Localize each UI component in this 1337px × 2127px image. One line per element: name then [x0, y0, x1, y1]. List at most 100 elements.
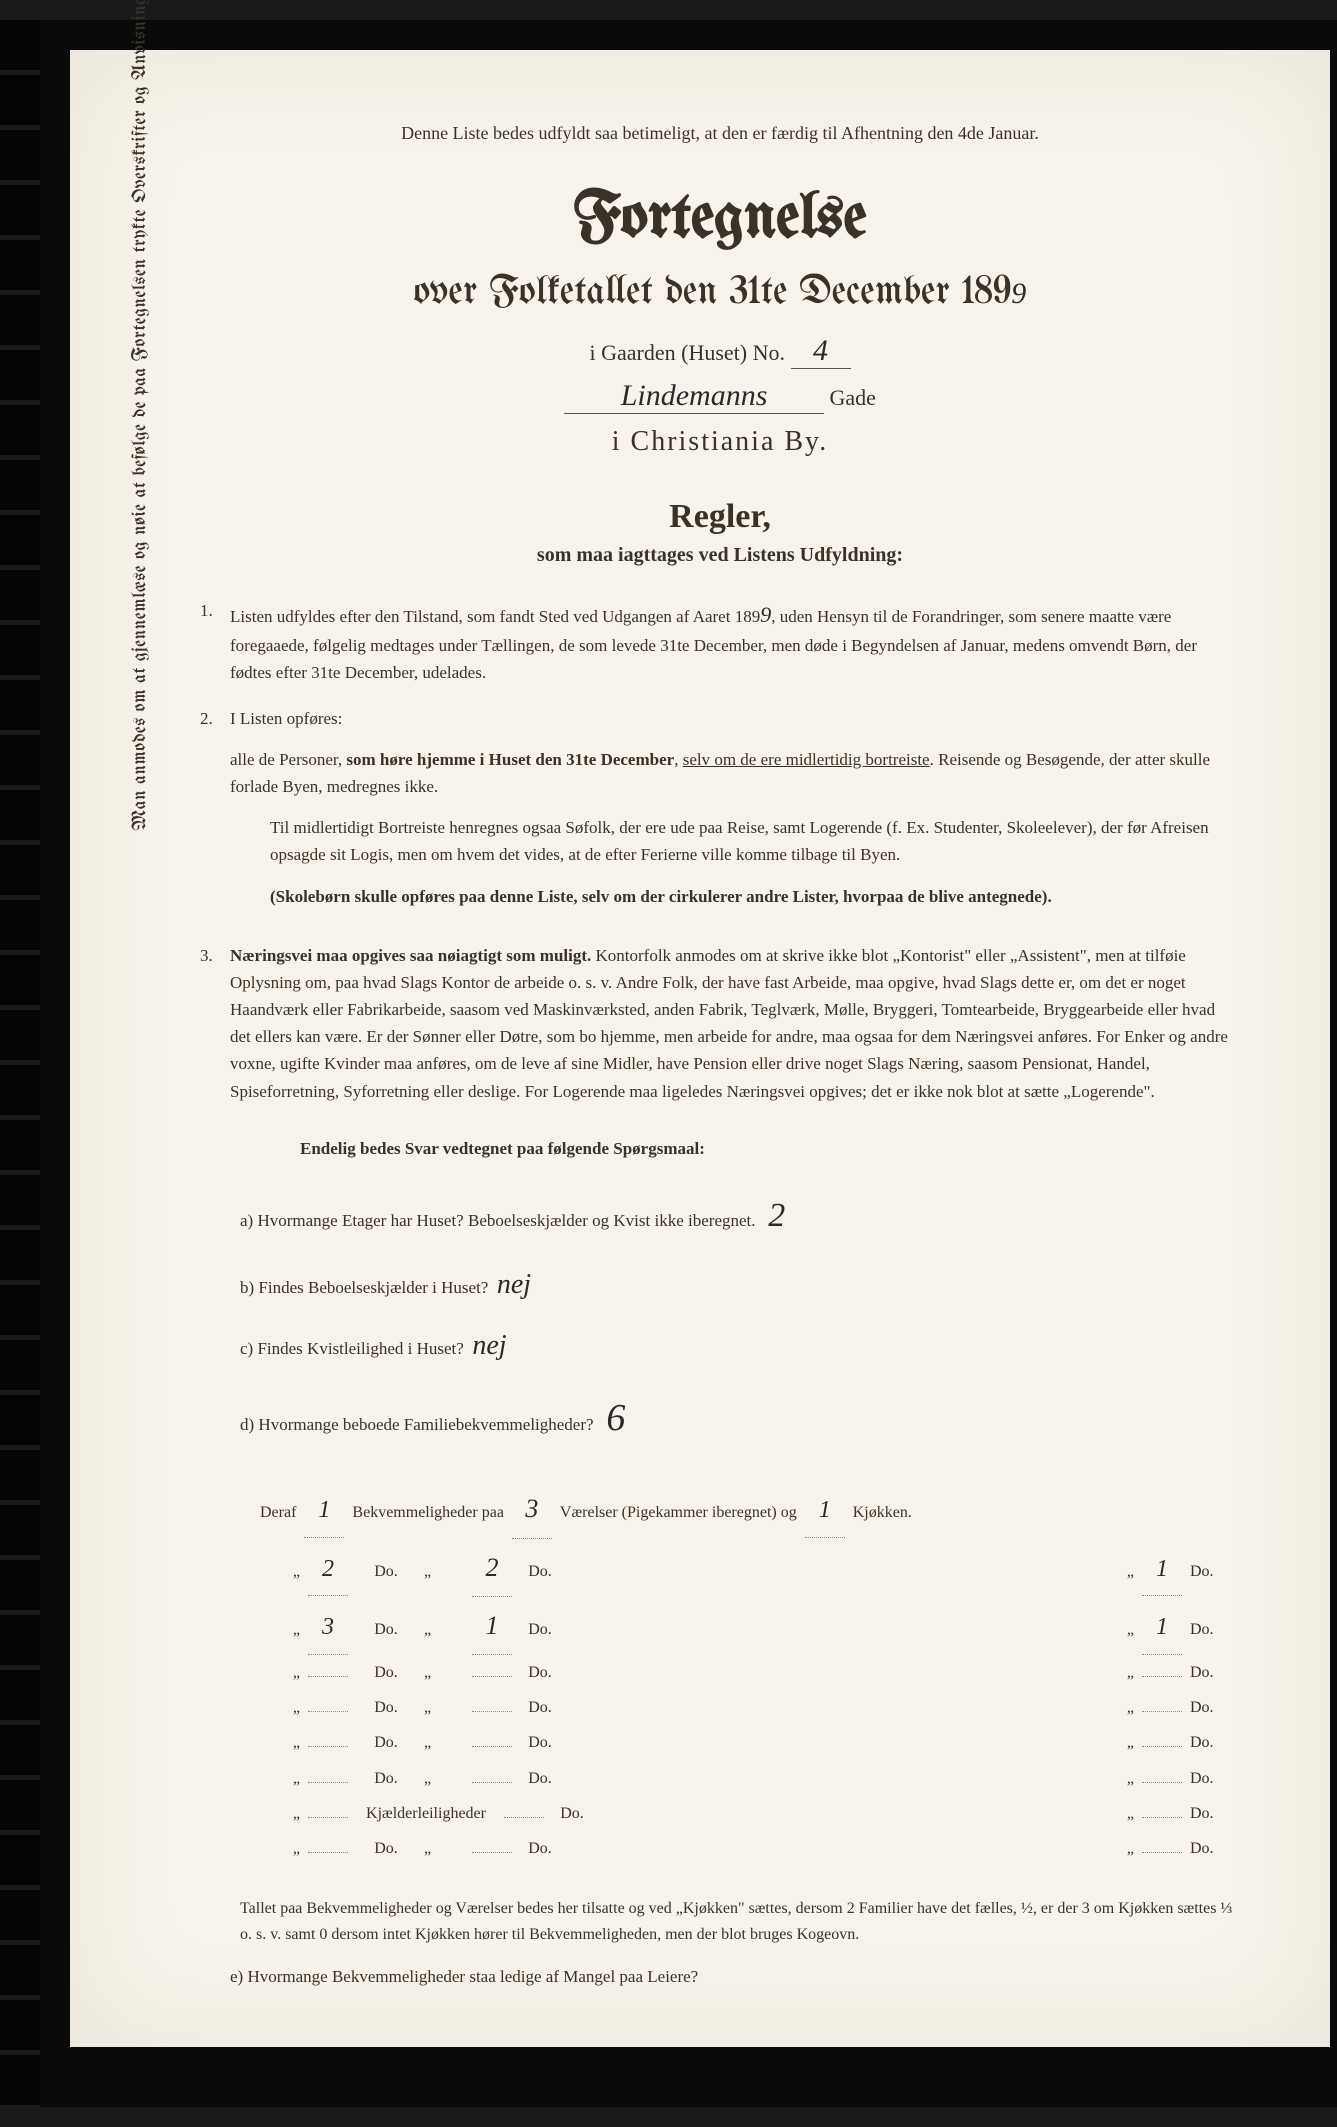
rules-title: Regler,	[200, 498, 1240, 536]
rule-number: 1.	[200, 597, 230, 687]
dwelling-table: Deraf 1 Bekvemmeligheder paa 3 Værelser …	[200, 1480, 1240, 1866]
street-name: Lindemanns	[564, 379, 824, 414]
do-label: Do.	[520, 1655, 560, 1690]
do-label: Do.	[1190, 1690, 1240, 1725]
rule-1: 1. Listen udfyldes efter den Tilstand, s…	[200, 597, 1240, 687]
main-title: Fortegnelse	[200, 187, 1240, 253]
row5-count	[308, 1746, 348, 1747]
th-kjok: Kjøkken.	[853, 1495, 912, 1530]
question-c-text: c) Findes Kvistleilighed i Huset?	[240, 1339, 464, 1358]
row4-count	[308, 1711, 348, 1712]
question-c: c) Findes Kvistleilighed i Huset? nej	[240, 1315, 1240, 1377]
question-c-answer: nej	[472, 1330, 506, 1361]
question-b-answer: nej	[497, 1269, 531, 1300]
table-row: „ 3 Do. „ 1 Do. „ 1 Do.	[260, 1597, 1240, 1655]
row4-vaer	[472, 1711, 512, 1712]
do-label: Do.	[1190, 1655, 1240, 1690]
rule-2-head: I Listen opføres:	[230, 705, 1240, 732]
row0-count: 1	[304, 1484, 344, 1538]
rule-2-a: alle de Personer, som høre hjemme i Huse…	[230, 746, 1240, 800]
table-row: „ Do. „ Do. „ Do.	[260, 1761, 1240, 1796]
rule-number: 3.	[200, 942, 230, 1119]
question-d-text: d) Hvormange beboede Familiebekvemmeligh…	[240, 1415, 594, 1434]
gaard-label: i Gaarden (Huset) No.	[590, 340, 786, 365]
do-label: Do.	[520, 1725, 560, 1760]
question-d-answer: 6	[606, 1397, 625, 1439]
house-number-value: 4	[791, 334, 851, 369]
question-d: d) Hvormange beboede Familiebekvemmeligh…	[240, 1377, 1240, 1461]
kjelder-label: Kjælderleiligheder	[356, 1796, 496, 1831]
do-label: Do.	[356, 1554, 416, 1589]
do-label: Do.	[356, 1761, 416, 1796]
scan-frame: Man anmodes om at gjennemlæse og nøie at…	[0, 20, 1337, 2107]
table-row: „ Do. „ Do. „ Do.	[260, 1690, 1240, 1725]
question-a-answer: 2	[768, 1197, 785, 1234]
row5-kjok	[1142, 1746, 1182, 1747]
rule-3: 3. Næringsvei maa opgives saa nøiagtigt …	[200, 942, 1240, 1119]
rule-number: 2.	[200, 705, 230, 924]
kjelder-vaer	[504, 1817, 544, 1818]
rule-1-text-a: Listen udfyldes efter den Tilstand, som …	[230, 607, 760, 626]
last-count	[308, 1852, 348, 1853]
row2-kjok: 1	[1142, 1601, 1182, 1655]
do-label: Do.	[356, 1831, 416, 1866]
row3-vaer	[472, 1676, 512, 1677]
last-kjok	[1142, 1852, 1182, 1853]
table-row: „ 2 Do. „ 2 Do. „ 1 Do.	[260, 1539, 1240, 1597]
subtitle-text: over Folketallet den 31te December 189	[414, 273, 1012, 314]
th-bek: Bekvemmeligheder paa	[352, 1495, 504, 1530]
do-label: Do.	[1190, 1725, 1240, 1760]
do-label: Do.	[1190, 1761, 1240, 1796]
row1-kjok: 1	[1142, 1543, 1182, 1597]
rule-2: 2. I Listen opføres: alle de Personer, s…	[200, 705, 1240, 924]
row1-vaer: 2	[472, 1539, 512, 1597]
last-vaer	[472, 1852, 512, 1853]
do-label: Do.	[552, 1796, 592, 1831]
question-a-text: a) Hvormange Etager har Huset? Beboelses…	[240, 1211, 756, 1230]
row6-kjok	[1142, 1782, 1182, 1783]
table-row-kjelder: „ Kjælderleiligheder Do. „ Do.	[260, 1796, 1240, 1831]
rule-1-year: 9	[760, 602, 771, 627]
table-header-row: Deraf 1 Bekvemmeligheder paa 3 Værelser …	[260, 1480, 1240, 1538]
street-suffix: Gade	[830, 385, 876, 410]
row0-vaer: 3	[512, 1480, 552, 1538]
rule-3-body: Næringsvei maa opgives saa nøiagtigt som…	[230, 942, 1240, 1119]
do-label: Do.	[356, 1655, 416, 1690]
rule-3-text: Næringsvei maa opgives saa nøiagtigt som…	[230, 942, 1240, 1105]
city-line: i Christiania By.	[200, 426, 1240, 458]
kjelder-count	[308, 1817, 348, 1818]
do-label: Do.	[1190, 1796, 1240, 1831]
row3-count	[308, 1676, 348, 1677]
do-label: Do.	[520, 1690, 560, 1725]
questions-block: a) Hvormange Etager har Huset? Beboelses…	[200, 1179, 1240, 1461]
th-vaer: Værelser (Pigekammer iberegnet) og	[560, 1495, 797, 1530]
rule-2-body: I Listen opføres: alle de Personer, som …	[230, 705, 1240, 924]
sidebar-vertical-text: Man anmodes om at gjennemlæse og nøie at…	[130, 0, 150, 831]
do-label: Do.	[520, 1761, 560, 1796]
question-b-text: b) Findes Beboelseskjælder i Huset?	[240, 1278, 488, 1297]
do-label: Do.	[356, 1612, 416, 1647]
house-number-line: i Gaarden (Huset) No. 4	[200, 334, 1240, 369]
row6-vaer	[472, 1782, 512, 1783]
question-e: e) Hvormange Bekvemmeligheder staa ledig…	[200, 1967, 1240, 1987]
rule-1-body: Listen udfyldes efter den Tilstand, som …	[230, 597, 1240, 687]
do-label: Do.	[356, 1725, 416, 1760]
do-label: Do.	[1190, 1612, 1240, 1647]
do-label: Do.	[1190, 1554, 1240, 1589]
table-row: „ Do. „ Do. „ Do.	[260, 1655, 1240, 1690]
kjelder-kjok	[1142, 1817, 1182, 1818]
table-row: „ Do. „ Do. „ Do.	[260, 1831, 1240, 1866]
row2-count: 3	[308, 1601, 348, 1655]
document-page: Man anmodes om at gjennemlæse og nøie at…	[70, 50, 1330, 2047]
row1-count: 2	[308, 1543, 348, 1597]
rules-subtitle: som maa iagttages ved Listens Udfyldning…	[200, 544, 1240, 567]
row6-count	[308, 1782, 348, 1783]
rules-list: 1. Listen udfyldes efter den Tilstand, s…	[200, 597, 1240, 1119]
do-label: Do.	[520, 1831, 560, 1866]
row5-vaer	[472, 1746, 512, 1747]
rule-2-b: Til midlertidigt Bortreiste henregnes og…	[230, 814, 1240, 868]
question-b: b) Findes Beboelseskjælder i Huset? nej	[240, 1254, 1240, 1316]
do-label: Do.	[356, 1690, 416, 1725]
row4-kjok	[1142, 1711, 1182, 1712]
question-a: a) Hvormange Etager har Huset? Beboelses…	[240, 1179, 1240, 1254]
